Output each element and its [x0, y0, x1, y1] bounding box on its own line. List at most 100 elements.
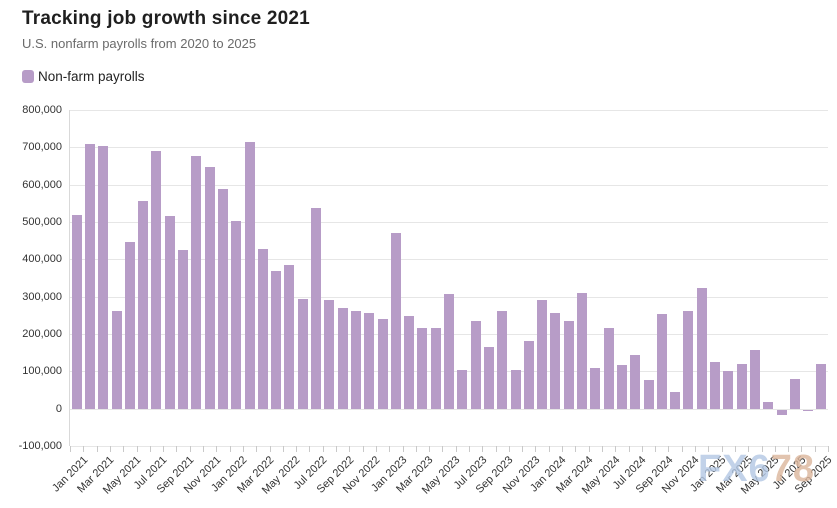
x-axis-tick	[309, 446, 311, 452]
bar-jun-2024[interactable]	[616, 364, 627, 409]
bar-oct-2024[interactable]	[670, 392, 681, 409]
x-axis-tick	[282, 446, 284, 452]
bar-aug-2023[interactable]	[483, 347, 494, 409]
bar-feb-2021[interactable]	[84, 143, 95, 409]
bar-apr-2023[interactable]	[430, 327, 441, 409]
x-axis-tick	[628, 446, 630, 452]
x-axis-tick	[163, 446, 165, 452]
bar-dec-2021[interactable]	[217, 189, 228, 409]
bar-jul-2025[interactable]	[789, 379, 800, 409]
bar-aug-2024[interactable]	[643, 379, 654, 409]
bar-aug-2022[interactable]	[324, 299, 335, 409]
y-axis-label: 100,000	[22, 365, 62, 378]
x-axis-tick	[149, 446, 151, 452]
x-axis-tick	[176, 446, 178, 452]
bar-apr-2022[interactable]	[271, 271, 282, 409]
x-axis-tick	[96, 446, 98, 452]
legend-item-nonfarm-payrolls[interactable]: Non-farm payrolls	[22, 69, 145, 84]
x-axis-tick	[562, 446, 563, 452]
bar-dec-2024[interactable]	[696, 288, 707, 409]
bar-jun-2021[interactable]	[138, 200, 149, 409]
bar-sep-2025[interactable]	[816, 364, 827, 409]
bar-jun-2025[interactable]	[776, 409, 787, 415]
bar-jul-2022[interactable]	[311, 208, 321, 409]
bar-jul-2021[interactable]	[151, 151, 162, 409]
bar-sep-2022[interactable]	[337, 308, 348, 409]
bar-feb-2025[interactable]	[723, 370, 734, 409]
x-axis-tick	[455, 446, 457, 452]
bar-jan-2022[interactable]	[231, 220, 242, 409]
bar-apr-2024[interactable]	[590, 368, 601, 409]
bar-feb-2024[interactable]	[563, 320, 574, 409]
x-axis-tick	[495, 446, 497, 452]
x-axis-tick	[216, 446, 218, 452]
x-axis-tick	[828, 446, 829, 452]
bar-sep-2021[interactable]	[178, 250, 188, 409]
bar-nov-2022[interactable]	[364, 313, 375, 409]
x-axis-tick	[655, 446, 657, 452]
x-axis-tick	[695, 446, 696, 452]
x-axis-tick	[429, 446, 431, 452]
bar-dec-2023[interactable]	[537, 300, 548, 409]
bar-jul-2023[interactable]	[470, 320, 481, 409]
x-axis-tick	[615, 446, 617, 452]
gridline	[70, 222, 828, 223]
bar-mar-2021[interactable]	[98, 145, 109, 409]
bar-mar-2023[interactable]	[417, 327, 428, 409]
x-axis-tick	[256, 446, 258, 452]
bar-jan-2021[interactable]	[71, 214, 82, 409]
gridline	[70, 259, 828, 261]
x-axis-tick	[109, 446, 111, 452]
bar-may-2025[interactable]	[763, 401, 774, 409]
x-axis-tick	[415, 446, 417, 452]
x-axis-tick	[136, 446, 138, 452]
bar-aug-2021[interactable]	[164, 215, 175, 409]
x-axis-tick	[83, 446, 85, 452]
gridline	[70, 184, 828, 186]
bar-jul-2024[interactable]	[630, 354, 641, 409]
x-axis-tick	[242, 446, 244, 452]
bar-jan-2023[interactable]	[390, 232, 401, 409]
bar-mar-2025[interactable]	[736, 363, 747, 409]
x-axis-tick	[734, 446, 736, 452]
bar-nov-2023[interactable]	[523, 340, 534, 409]
bar-mar-2022[interactable]	[257, 248, 268, 409]
bar-mar-2024[interactable]	[577, 292, 587, 409]
bar-jun-2023[interactable]	[457, 369, 468, 409]
bar-may-2023[interactable]	[444, 294, 454, 409]
y-axis-label: 700,000	[22, 141, 62, 154]
bar-sep-2024[interactable]	[656, 313, 667, 409]
page-title: Tracking job growth since 2021	[22, 8, 310, 29]
bar-apr-2025[interactable]	[749, 349, 760, 409]
x-axis-tick	[814, 446, 816, 452]
bar-aug-2025[interactable]	[803, 409, 814, 412]
x-axis-tick	[402, 446, 404, 452]
bar-nov-2024[interactable]	[683, 311, 694, 409]
bar-may-2024[interactable]	[603, 328, 614, 409]
bar-nov-2021[interactable]	[204, 167, 215, 409]
bar-may-2022[interactable]	[284, 264, 295, 409]
x-axis-tick	[522, 446, 524, 452]
x-axis-tick	[774, 446, 776, 452]
x-axis-tick	[362, 446, 364, 452]
bar-oct-2022[interactable]	[350, 310, 361, 409]
y-axis-label: -100,000	[18, 440, 62, 452]
bar-oct-2023[interactable]	[510, 369, 521, 409]
x-axis-tick	[641, 446, 643, 452]
bar-jun-2022[interactable]	[297, 299, 308, 409]
bar-dec-2022[interactable]	[377, 319, 388, 409]
x-axis-tick	[229, 446, 231, 452]
bar-feb-2022[interactable]	[244, 142, 255, 409]
bar-apr-2021[interactable]	[111, 310, 122, 409]
bar-jan-2024[interactable]	[550, 313, 561, 409]
y-axis-label: 300,000	[22, 290, 62, 303]
x-axis-tick	[442, 446, 444, 452]
bar-sep-2023[interactable]	[497, 310, 508, 409]
x-axis-tick	[548, 446, 550, 452]
x-axis-tick	[296, 446, 298, 452]
bar-jan-2025[interactable]	[710, 362, 720, 409]
bar-feb-2023[interactable]	[404, 316, 415, 409]
bar-oct-2021[interactable]	[191, 155, 202, 409]
bar-may-2021[interactable]	[124, 241, 135, 409]
